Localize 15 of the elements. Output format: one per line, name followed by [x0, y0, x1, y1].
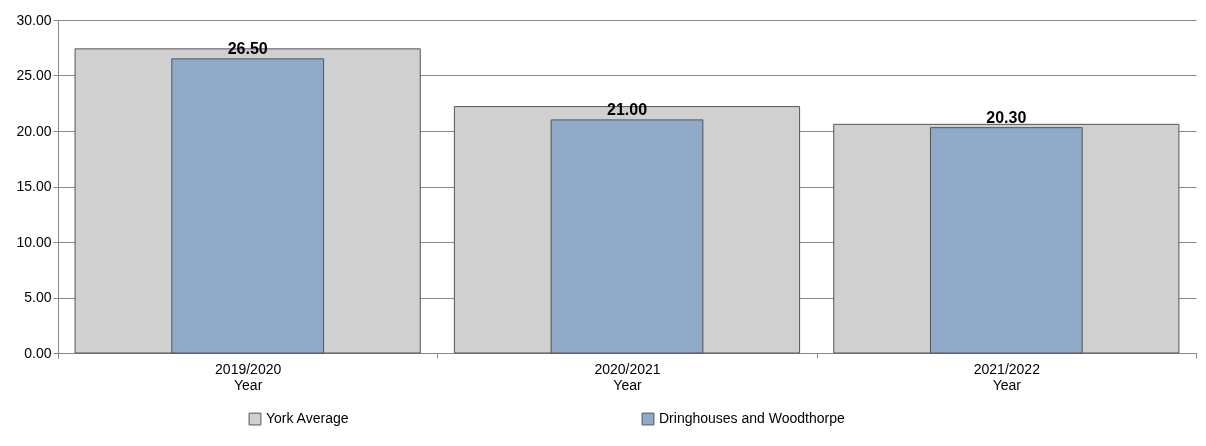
x-tick-label: 2019/2020 Year	[215, 360, 282, 393]
data-label: 20.30	[986, 108, 1027, 126]
legend-label: York Average	[266, 410, 349, 427]
legend-label: Dringhouses and Woodthorpe	[659, 410, 845, 427]
y-tick-label: 0.00	[24, 344, 52, 361]
y-tick-label: 25.00	[16, 67, 52, 83]
y-tick-label: 10.00	[16, 233, 52, 250]
y-tick-label: 30.00	[16, 11, 52, 28]
y-tick-label: 20.00	[16, 122, 52, 139]
y-tick-label: 15.00	[16, 178, 52, 194]
data-label: 26.50	[227, 39, 268, 57]
data-label: 21.00	[606, 100, 648, 118]
y-tick-label: 5.00	[24, 289, 52, 305]
x-tick-label: 2020/2021 Year	[594, 360, 661, 393]
x-tick-label: 2021/2022 Year	[973, 360, 1041, 393]
